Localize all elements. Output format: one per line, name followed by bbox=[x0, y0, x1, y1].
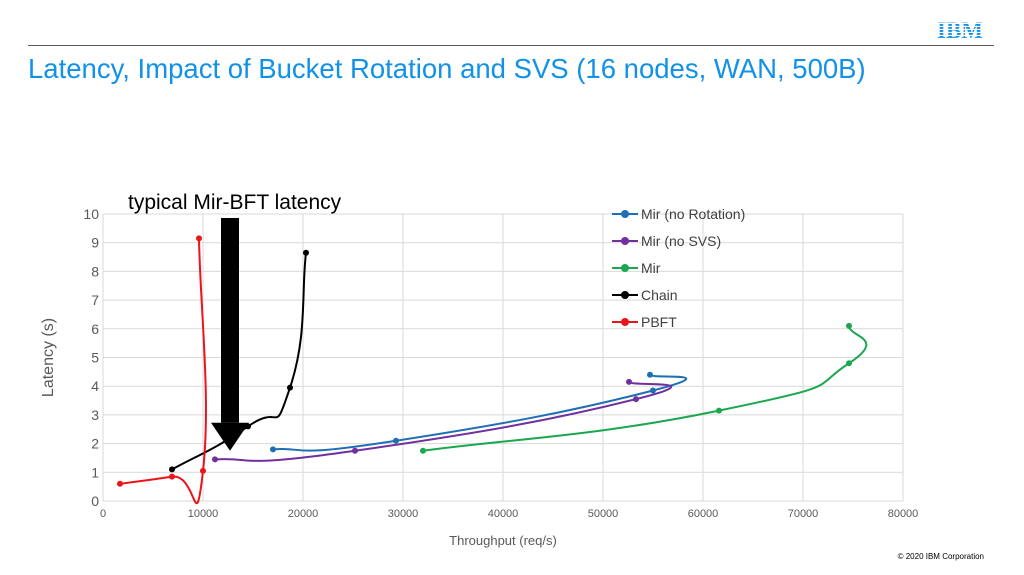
legend-entry: Chain bbox=[641, 287, 678, 303]
legend-entry: PBFT bbox=[641, 314, 677, 330]
tick-labels: 0 10000 20000 30000 40000 50000 60000 70000 8000… bbox=[83, 206, 918, 520]
series-layer bbox=[117, 235, 868, 505]
y-tick-label: 8 bbox=[91, 263, 99, 279]
y-axis-label: Latency (s) bbox=[40, 318, 57, 397]
annotation-text: typical Mir-BFT latency bbox=[128, 191, 342, 214]
data-point bbox=[270, 446, 276, 453]
data-point bbox=[303, 249, 309, 256]
y-tick-label: 6 bbox=[91, 321, 99, 337]
arrow-head bbox=[211, 422, 249, 451]
title-rule bbox=[28, 45, 994, 46]
y-tick-label: 3 bbox=[91, 407, 99, 423]
legend-entry: Mir bbox=[641, 260, 661, 276]
x-tick-label: 80000 bbox=[888, 508, 919, 520]
legend-entry: Mir (no SVS) bbox=[641, 233, 721, 249]
data-point bbox=[212, 456, 218, 463]
svg-text:IBM: IBM bbox=[937, 18, 983, 40]
data-point bbox=[393, 437, 399, 444]
data-point bbox=[846, 322, 852, 329]
data-point bbox=[287, 384, 293, 391]
data-point bbox=[200, 467, 206, 474]
ibm-logo: IBM bbox=[937, 18, 983, 40]
data-point bbox=[117, 480, 123, 487]
legend-entry: Mir (no Rotation) bbox=[641, 206, 745, 222]
data-point bbox=[846, 360, 852, 367]
y-tick-label: 9 bbox=[91, 235, 99, 251]
x-tick-label: 30000 bbox=[388, 508, 419, 520]
data-point bbox=[352, 447, 358, 454]
copyright: © 2020 IBM Corporation bbox=[897, 552, 984, 561]
legend-marker bbox=[621, 264, 629, 272]
legend: Mir (no Rotation) Mir (no SVS) Mir Chain PBF… bbox=[612, 206, 745, 330]
legend-marker bbox=[621, 291, 629, 299]
data-point bbox=[169, 473, 175, 480]
data-point bbox=[633, 396, 639, 403]
x-axis-label: Throughput (req/s) bbox=[449, 533, 557, 548]
data-point bbox=[647, 371, 653, 378]
y-tick-label: 7 bbox=[91, 292, 99, 308]
x-tick-label: 10000 bbox=[188, 508, 219, 520]
annotation-arrow bbox=[211, 218, 249, 451]
x-tick-label: 0 bbox=[100, 508, 106, 520]
x-tick-label: 20000 bbox=[288, 508, 319, 520]
legend-marker bbox=[621, 210, 629, 218]
x-tick-label: 70000 bbox=[788, 508, 819, 520]
x-tick-label: 50000 bbox=[588, 508, 619, 520]
y-tick-label: 4 bbox=[91, 378, 99, 394]
data-point bbox=[626, 378, 632, 385]
data-point bbox=[716, 407, 722, 414]
legend-marker bbox=[621, 237, 629, 245]
x-tick-label: 60000 bbox=[688, 508, 719, 520]
slide-title: Latency, Impact of Bucket Rotation and S… bbox=[28, 53, 866, 84]
gridlines bbox=[102, 213, 904, 502]
data-point bbox=[650, 387, 656, 394]
data-point bbox=[420, 447, 426, 454]
data-point bbox=[169, 466, 175, 473]
legend-marker bbox=[621, 318, 629, 326]
series-line-1 bbox=[214, 380, 672, 462]
y-tick-label: 0 bbox=[91, 493, 99, 509]
series-line-4 bbox=[119, 238, 207, 505]
arrow-shaft bbox=[221, 218, 239, 423]
series-line-3 bbox=[171, 252, 307, 471]
y-tick-label: 5 bbox=[91, 350, 99, 366]
series-line-0 bbox=[272, 373, 688, 452]
series-line-2 bbox=[422, 325, 868, 452]
data-point bbox=[196, 235, 202, 242]
y-tick-label: 1 bbox=[91, 464, 99, 480]
y-tick-label: 2 bbox=[91, 436, 99, 452]
y-tick-label: 10 bbox=[83, 206, 99, 222]
x-tick-label: 40000 bbox=[488, 508, 519, 520]
